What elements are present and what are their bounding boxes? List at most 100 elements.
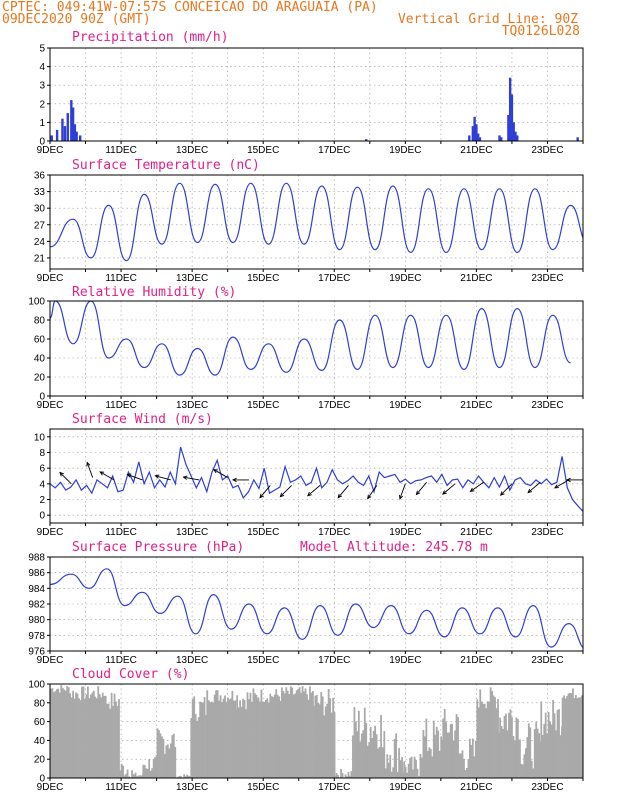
cloud-column (259, 701, 261, 778)
cloud-column (315, 694, 318, 778)
cloud-column (368, 742, 371, 778)
precip-frame (49, 47, 584, 142)
cloud-column (89, 694, 92, 778)
cloud-column (508, 712, 510, 778)
cloud-column (152, 758, 155, 778)
cloud-column (292, 694, 295, 778)
x-tick-label: 15DEC (247, 527, 279, 538)
precip-bar (508, 77, 512, 141)
cloud-column (272, 697, 275, 778)
y-tick-label: 0 (39, 774, 45, 785)
cloud-column (156, 728, 159, 778)
x-tick-label: 11DEC (105, 782, 137, 793)
wind-arrow-shaft (155, 475, 171, 481)
cloud-column (312, 705, 315, 778)
wind-arrow-shaft (337, 485, 349, 498)
cloud-column (202, 702, 204, 778)
precip-bar (79, 135, 82, 141)
cloud-column (442, 718, 445, 778)
cloud-column (419, 754, 422, 778)
precip-bar (498, 135, 501, 141)
cloud-column (224, 695, 226, 778)
x-tick-label: 23DEC (531, 655, 563, 666)
cloud-column (409, 757, 411, 778)
x-tick-label: 11DEC (105, 527, 137, 538)
cloud-column (218, 700, 220, 778)
cloud-column (63, 689, 66, 778)
wind-arrow (527, 481, 541, 494)
cloud-column (283, 693, 286, 778)
wind-arrow-head (337, 493, 342, 499)
cloud-column (263, 701, 266, 778)
cloud-column (505, 713, 507, 778)
cloud-column (464, 770, 467, 778)
y-tick-label: 986 (28, 568, 45, 579)
cloud-column (174, 746, 177, 778)
pressure-grid (50, 557, 583, 651)
cloud-column (485, 708, 488, 778)
y-tick-label: 1 (39, 118, 45, 129)
wind-arrow-head (182, 475, 188, 480)
precip-bar (75, 131, 78, 141)
cloud-column (337, 775, 340, 778)
wind-arrow-shaft (554, 479, 570, 489)
y-tick-label: 5 (39, 44, 45, 55)
cloud-column (327, 688, 330, 778)
cloud-column (354, 721, 357, 778)
cloud-column (245, 709, 247, 778)
wind-arrow-head (259, 493, 264, 499)
cloud-column (285, 687, 288, 778)
cloud-column (567, 693, 570, 778)
cloud-column (403, 761, 406, 778)
cloud-column (503, 715, 506, 778)
cloud-column (190, 718, 193, 778)
cloud-column (98, 694, 101, 778)
precip-bar (473, 116, 476, 141)
cloud-column (51, 688, 54, 778)
cloud-column (446, 732, 449, 778)
cloud-column (165, 745, 168, 778)
cloud-column (239, 700, 241, 778)
x-tick-label: 15DEC (247, 273, 279, 284)
x-tick-label: 17DEC (318, 655, 350, 666)
cloud-column (455, 714, 458, 778)
cloud-column (495, 708, 498, 778)
cloud-column (131, 770, 133, 778)
wind-arrow-shaft (399, 483, 406, 500)
cloud-column (533, 729, 536, 778)
cloud-column (169, 743, 172, 778)
cloud-column (540, 701, 543, 778)
pressure-subtitle: Model Altitude: 245.78 m (300, 540, 488, 555)
cloud-column (467, 759, 470, 778)
cloud-column (60, 685, 63, 778)
cloud-column (113, 693, 116, 778)
cloud-column (207, 700, 210, 778)
x-tick-label: 9DEC (37, 655, 64, 666)
x-tick-label: 11DEC (105, 145, 137, 156)
cloud-column (280, 687, 283, 778)
cloud-column (193, 696, 196, 778)
precip-bar (476, 133, 480, 141)
cloud-column (273, 694, 276, 778)
cloud-column (123, 775, 126, 778)
header-grid-line: Vertical Grid Line: 90Z (398, 12, 578, 27)
cloud-column (497, 733, 500, 778)
x-tick-label: 21DEC (460, 145, 492, 156)
x-tick-label: 11DEC (105, 400, 137, 411)
cloud-column (149, 770, 152, 778)
cloud-column (458, 753, 461, 778)
cloud-column (137, 775, 140, 778)
cloud-column (335, 773, 338, 778)
cloud-column (418, 776, 420, 778)
wind-arrow-head (99, 471, 105, 476)
wind-arrow-head (86, 461, 91, 467)
pressure-series (50, 568, 583, 649)
cloud-column (139, 775, 141, 778)
cloud-column (320, 692, 323, 778)
cloud-column (558, 709, 560, 778)
wind-arrow-head (553, 484, 559, 489)
cloud-column (552, 700, 554, 778)
rh-frame (49, 300, 584, 397)
cloud-column (101, 692, 104, 778)
cloud-column (543, 724, 546, 778)
